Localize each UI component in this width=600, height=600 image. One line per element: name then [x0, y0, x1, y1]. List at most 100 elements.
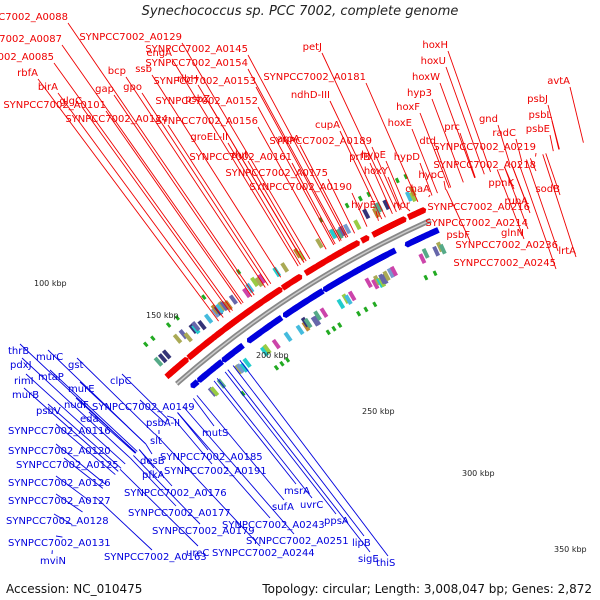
gene-arrow-shape — [350, 240, 360, 249]
reverse-label-line — [154, 433, 261, 547]
reverse-gene-label: SYNPCC7002_A0176 — [124, 488, 227, 499]
reverse-label-line — [55, 535, 63, 538]
cog-category-block — [242, 287, 252, 299]
forward-gene-label: sodB — [535, 184, 560, 195]
reverse-label-line — [119, 469, 199, 547]
forward-label-line — [365, 82, 419, 203]
cog-category-block — [319, 307, 329, 319]
forward-gene-label: aroA — [277, 134, 300, 145]
reverse-label-line — [227, 369, 371, 553]
reverse-gene-label: uvrC — [300, 500, 323, 511]
forward-gene-label: hoxY — [364, 166, 389, 177]
gene-arrow-shape — [397, 216, 407, 225]
reverse-label-line — [79, 381, 146, 444]
reverse-gene-label: SYNPCC7002_A0191 — [164, 466, 267, 477]
cog-category-block — [404, 191, 413, 202]
cog-category-block — [382, 199, 391, 211]
reverse-gene-label: eda — [80, 414, 99, 425]
forward-gene-label: glgC — [60, 96, 82, 107]
reverse-label-line — [49, 369, 138, 452]
forward-label-line — [247, 68, 342, 241]
cog-category-block — [172, 333, 183, 344]
accession-label: Accession: NC_010475 — [6, 582, 143, 596]
rna-marker — [325, 329, 331, 336]
reverse-gene-label: slt — [150, 436, 162, 447]
reverse-label-line — [23, 387, 119, 472]
forward-gene-arrow — [216, 327, 226, 337]
forward-gene-label: SYNPCC7002_A0153 — [153, 76, 256, 87]
reverse-gene-label: SYNPCC7002_A0185 — [160, 452, 263, 463]
reverse-gene-label: mutS — [202, 428, 228, 439]
rna-marker — [356, 310, 362, 317]
forward-label-line — [291, 162, 336, 245]
forward-gene-label: avtA — [547, 76, 570, 87]
forward-gene-label: psbL — [529, 110, 553, 121]
forward-label-line — [227, 142, 301, 265]
forward-gene-label: SYNPCC7002_A0124 — [65, 114, 168, 125]
forward-label-line — [445, 189, 471, 242]
cog-category-block — [242, 357, 252, 369]
reverse-gene-label: SYNPCC7002_A0163 — [104, 552, 207, 563]
reverse-label-line — [239, 359, 389, 557]
rna-marker — [337, 322, 343, 328]
forward-gene-label: radC — [492, 128, 516, 139]
reverse-gene-label: SYNPCC7002_A0125 — [16, 460, 119, 471]
reverse-label-line — [55, 423, 116, 475]
reverse-label-line — [193, 398, 215, 427]
forward-label-line — [113, 94, 253, 297]
forward-label-line — [496, 169, 525, 240]
forward-gene-label: hoxU — [421, 56, 446, 67]
forward-label-line — [445, 66, 485, 175]
reverse-label-line — [213, 380, 297, 485]
reverse-label-line — [121, 373, 170, 421]
reverse-label-line — [63, 457, 104, 489]
gene-arrow-shape — [430, 227, 440, 236]
cog-category-block — [157, 353, 168, 364]
genome-backbone-highlight — [176, 219, 431, 385]
forward-label-line — [551, 120, 560, 150]
forward-gene-label: engA — [146, 48, 172, 59]
cog-category-block — [303, 317, 313, 329]
forward-label-line — [339, 130, 383, 220]
reverse-gene-label: ureC — [186, 548, 209, 559]
forward-gene-label: SYNPCC7002_A0218 — [433, 160, 536, 171]
forward-gene-label: SYNPCC7002_A0189 — [269, 136, 372, 147]
forward-gene-label: hyp3 — [407, 88, 432, 99]
rna-marker — [366, 191, 372, 198]
forward-label-line — [569, 86, 584, 143]
gene-arrow-shape — [360, 235, 370, 244]
cog-category-block — [344, 294, 353, 306]
rna-marker — [357, 195, 363, 202]
forward-gene-label: rbfA — [17, 68, 38, 79]
reverse-label-line — [232, 365, 365, 537]
cog-category-block — [382, 270, 391, 282]
forward-label-line — [545, 153, 561, 196]
gene-arrow-shape — [214, 359, 225, 369]
gene-arrow-shape — [416, 207, 427, 216]
forward-label-line — [439, 82, 476, 179]
forward-label-line — [53, 62, 233, 311]
forward-label-line — [419, 112, 450, 189]
cog-category-block — [421, 247, 430, 259]
reverse-gene-label: pdxJ — [10, 360, 32, 371]
cog-category-block — [313, 310, 322, 321]
rna-marker — [331, 325, 337, 332]
forward-gene-label: SYNPCC7002_A0154 — [145, 58, 248, 69]
cog-category-block — [438, 243, 447, 255]
reverse-label-line — [172, 416, 213, 465]
cog-category-block — [386, 267, 395, 279]
cog-category-block — [295, 324, 305, 336]
forward-gene-label: SYNPCC7002_A0088 — [0, 12, 68, 23]
forward-label-line — [504, 166, 529, 230]
forward-gene-label: nor — [393, 200, 410, 211]
cog-category-block — [228, 294, 238, 305]
forward-label-line — [497, 124, 511, 166]
reverse-label-line — [139, 399, 167, 424]
cog-category-block — [409, 191, 417, 203]
gene-arrow-shape — [274, 314, 284, 324]
reverse-label-line — [95, 496, 153, 551]
forward-gene-label: SYNPCC7002_A0101 — [3, 100, 106, 111]
reverse-gene-label: gst — [68, 360, 84, 371]
forward-gene-label: ssb — [135, 64, 152, 75]
